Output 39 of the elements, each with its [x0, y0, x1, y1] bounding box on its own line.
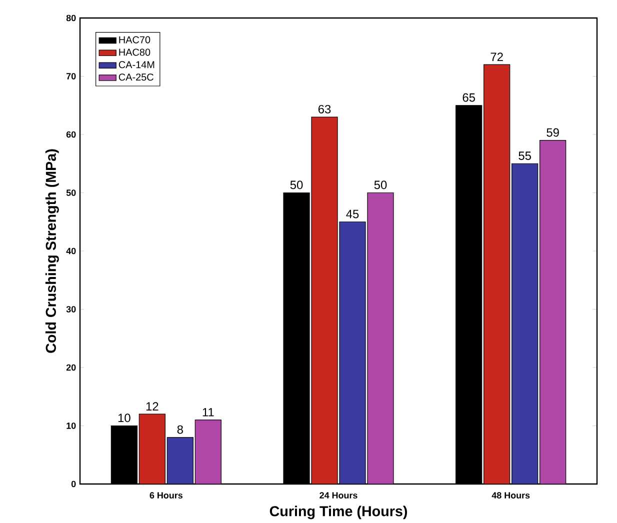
legend-label: HAC80	[119, 48, 150, 56]
legend-label: HAC70	[119, 36, 150, 44]
x-tick-label: 24 Hours	[320, 492, 358, 499]
data-label: 12	[146, 402, 158, 411]
data-label: 45	[346, 210, 359, 218]
data-label: 10	[118, 414, 130, 422]
legend-label: CA-25C	[118, 74, 154, 81]
bar	[194, 420, 222, 484]
legend-label: CA-14M	[118, 61, 154, 68]
x-tick-label: 6 Hours	[150, 492, 182, 499]
bar	[311, 116, 338, 484]
data-label: 63	[318, 105, 331, 114]
bar	[512, 164, 538, 484]
bar	[166, 437, 194, 484]
bar	[339, 222, 366, 484]
data-label: 72	[490, 52, 503, 62]
data-label: 55	[518, 152, 531, 160]
bar	[540, 140, 566, 484]
y-tick-label: 60	[66, 132, 76, 138]
data-label: 50	[374, 180, 387, 190]
data-label: 59	[546, 128, 559, 137]
bar	[138, 414, 166, 484]
x-tick-label: 48 Hours	[492, 492, 530, 499]
data-label: 11	[202, 408, 214, 417]
data-label: 50	[290, 180, 303, 190]
y-tick-label: 0	[71, 481, 76, 488]
y-tick-label: 80	[66, 15, 76, 22]
data-label: 65	[462, 94, 475, 102]
y-tick-label: 40	[66, 248, 76, 254]
y-axis-title: Cold Crushing Strength (MPa)	[45, 150, 59, 354]
x-axis-title: Curing Time (Hours)	[270, 506, 407, 520]
y-tick-label: 20	[66, 364, 76, 371]
bar	[484, 64, 510, 484]
data-label: 8	[177, 426, 183, 434]
y-tick-label: 50	[66, 190, 76, 196]
y-tick-label: 70	[66, 73, 76, 80]
y-tick-label: 10	[66, 422, 76, 430]
bar	[367, 192, 394, 484]
y-tick-label: 30	[66, 306, 76, 313]
